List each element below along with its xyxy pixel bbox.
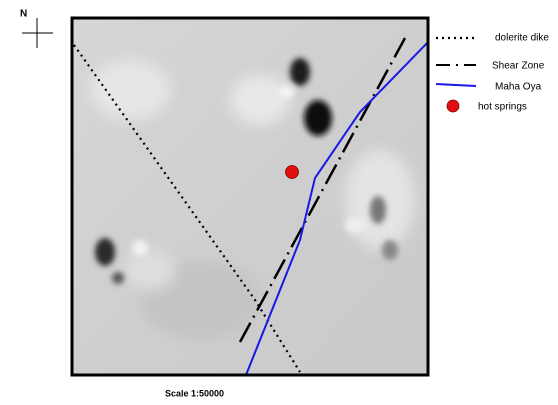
scale-label: Scale 1:50000: [165, 388, 224, 398]
legend-label: Maha Oya: [495, 82, 542, 93]
page: N dolerite dike: [0, 0, 558, 405]
map-image: [72, 18, 430, 375]
legend-label: dolerite dike: [495, 33, 549, 44]
hot-spring: [286, 166, 299, 179]
legend-symbol: [436, 84, 476, 86]
legend-label: Shear Zone: [492, 61, 545, 72]
legend-label: hot springs: [478, 102, 527, 113]
legend-symbol: [447, 100, 459, 112]
map-figure: N dolerite dike: [0, 0, 558, 405]
legend: dolerite dike Shear Zone Maha Oya hot sp…: [436, 33, 549, 113]
north-label: N: [20, 9, 27, 20]
